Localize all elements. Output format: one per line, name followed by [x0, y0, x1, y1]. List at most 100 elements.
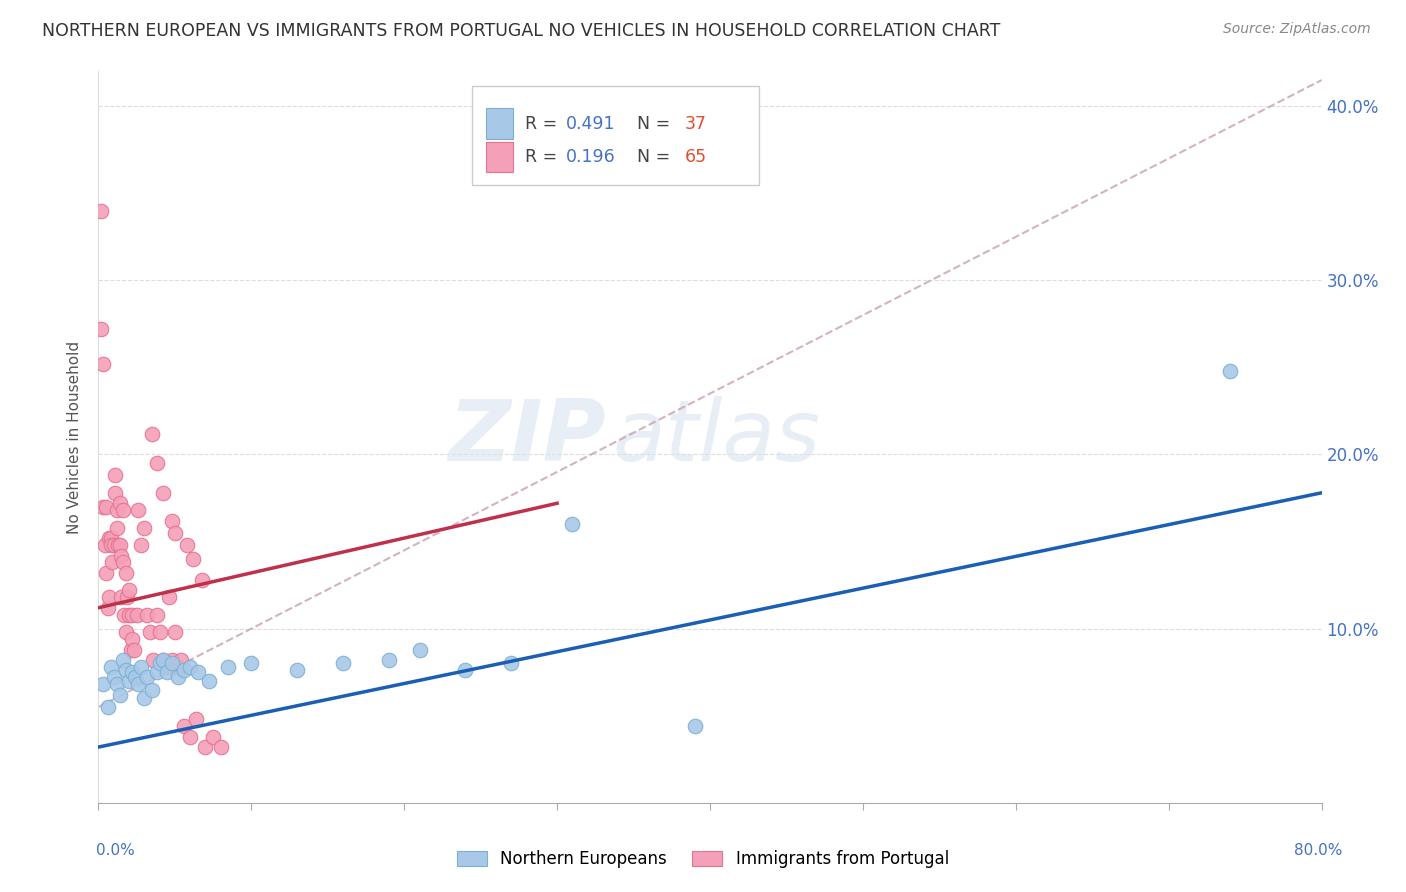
Bar [486, 108, 513, 139]
Point [141, 426, 163, 441]
Text: 0.491: 0.491 [565, 114, 616, 133]
Point [125, 607, 148, 622]
Point [110, 591, 132, 605]
Point [121, 665, 143, 680]
Point [683, 719, 706, 733]
Point [115, 664, 138, 678]
Point [197, 673, 219, 688]
Point [111, 653, 134, 667]
Point [160, 514, 183, 528]
Point [145, 456, 167, 470]
Point [240, 657, 263, 671]
Text: R =: R = [526, 148, 562, 166]
Point [103, 538, 125, 552]
Text: NORTHERN EUROPEAN VS IMMIGRANTS FROM PORTUGAL NO VEHICLES IN HOUSEHOLD CORRELATI: NORTHERN EUROPEAN VS IMMIGRANTS FROM POR… [42, 22, 1001, 40]
Point [134, 691, 156, 706]
Text: 0.196: 0.196 [565, 148, 616, 166]
Point [108, 688, 131, 702]
Point [170, 653, 193, 667]
FancyBboxPatch shape [471, 86, 759, 185]
Point [202, 730, 225, 744]
Point [129, 538, 152, 552]
Point [120, 642, 142, 657]
Point [181, 552, 204, 566]
Point [173, 664, 195, 678]
Point [152, 485, 174, 500]
Point [117, 591, 139, 605]
Point [112, 607, 135, 622]
Text: Source: ZipAtlas.com: Source: ZipAtlas.com [1223, 22, 1371, 37]
Point [108, 538, 131, 552]
Point [149, 625, 172, 640]
Point [145, 665, 167, 680]
Point [127, 677, 149, 691]
Point [163, 625, 186, 640]
Point [101, 556, 124, 570]
Point [152, 653, 174, 667]
Text: 65: 65 [685, 148, 706, 166]
Point [332, 657, 354, 671]
Point [378, 653, 401, 667]
Point [191, 573, 214, 587]
Point [136, 607, 159, 622]
Point [105, 503, 128, 517]
Point [156, 665, 179, 680]
Point [104, 468, 127, 483]
Point [124, 670, 146, 684]
Point [217, 660, 239, 674]
Point [163, 525, 186, 540]
Point [285, 664, 308, 678]
Point [157, 591, 180, 605]
Point [91, 677, 114, 691]
Point [142, 653, 165, 667]
Point [91, 357, 114, 371]
Point [118, 673, 141, 688]
Point [104, 485, 127, 500]
Point [122, 642, 145, 657]
Point [97, 700, 120, 714]
Point [107, 538, 129, 552]
Point [209, 740, 232, 755]
Point [167, 660, 190, 674]
Point [152, 653, 174, 667]
Text: 0.0%: 0.0% [96, 843, 135, 858]
Text: R =: R = [526, 114, 562, 133]
Point [136, 670, 159, 684]
Point [149, 657, 172, 671]
Point [408, 642, 430, 657]
Point [501, 657, 523, 671]
Point [187, 665, 209, 680]
Point [108, 496, 131, 510]
Point [110, 549, 132, 563]
Text: atlas: atlas [612, 395, 820, 479]
Y-axis label: No Vehicles in Household: No Vehicles in Household [67, 341, 83, 533]
Text: N =: N = [626, 114, 675, 133]
Point [1219, 364, 1241, 378]
Point [103, 670, 125, 684]
Point [98, 591, 121, 605]
Point [111, 503, 134, 517]
Text: 37: 37 [685, 114, 706, 133]
Point [90, 203, 112, 218]
Point [160, 653, 183, 667]
Text: ZIP: ZIP [449, 395, 606, 479]
Legend: Northern Europeans, Immigrants from Portugal: Northern Europeans, Immigrants from Port… [450, 844, 956, 875]
Point [179, 660, 201, 674]
Point [94, 566, 117, 580]
Point [118, 583, 141, 598]
Point [93, 538, 115, 552]
Point [194, 740, 217, 755]
Point [121, 632, 143, 646]
Point [121, 607, 143, 622]
Point [129, 660, 152, 674]
Point [115, 566, 138, 580]
Point [139, 625, 162, 640]
Point [115, 625, 138, 640]
Point [100, 538, 122, 552]
Point [100, 531, 122, 545]
Point [105, 521, 128, 535]
Point [118, 607, 141, 622]
Point [141, 682, 163, 697]
Point [145, 607, 167, 622]
Point [160, 657, 183, 671]
